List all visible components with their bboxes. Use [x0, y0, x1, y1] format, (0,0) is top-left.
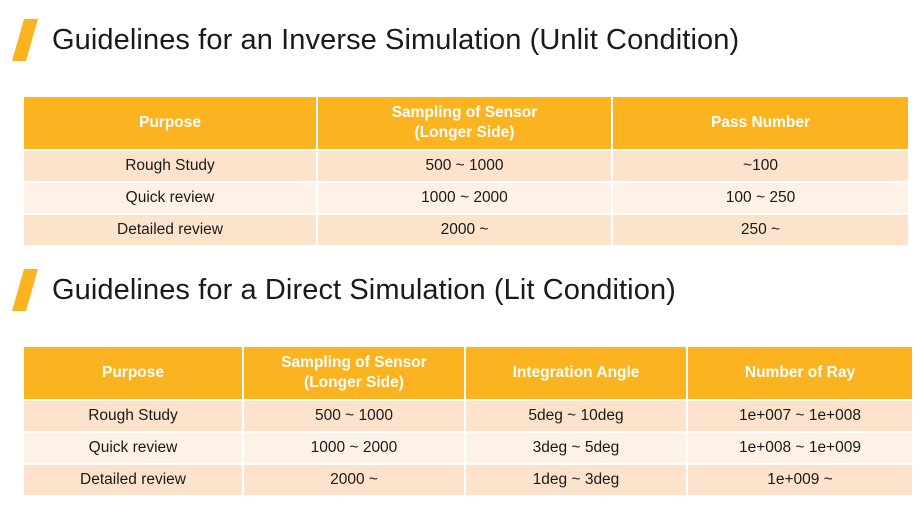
cell-number-of-ray: 1e+008 ~ 1e+009 — [688, 433, 912, 465]
header-sampling-line2: (Longer Side) — [304, 374, 404, 391]
cell-sampling: 2000 ~ — [244, 465, 466, 497]
table-row: Detailed review 2000 ~ 250 ~ — [24, 215, 908, 247]
table-row: Rough Study 500 ~ 1000 5deg ~ 10deg 1e+0… — [24, 401, 912, 433]
section-heading: Guidelines for a Direct Simulation (Lit … — [52, 273, 676, 306]
slash-accent-icon — [12, 19, 38, 61]
cell-purpose: Quick review — [24, 433, 244, 465]
cell-number-of-ray: 1e+007 ~ 1e+008 — [688, 401, 912, 433]
cell-sampling: 500 ~ 1000 — [244, 401, 466, 433]
header-sampling-line1: Sampling of Sensor — [281, 354, 427, 371]
cell-purpose: Detailed review — [24, 465, 244, 497]
cell-number-of-ray: 1e+009 ~ — [688, 465, 912, 497]
header-sampling-of-sensor: Sampling of Sensor (Longer Side) — [318, 97, 613, 151]
header-number-of-ray: Number of Ray — [688, 347, 912, 401]
header-sampling-of-sensor: Sampling of Sensor (Longer Side) — [244, 347, 466, 401]
header-pass-number: Pass Number — [613, 97, 908, 151]
cell-pass-number: 100 ~ 250 — [613, 183, 908, 215]
header-sampling-line2: (Longer Side) — [414, 124, 515, 141]
table-row: Rough Study 500 ~ 1000 ~100 — [24, 151, 908, 183]
cell-purpose: Quick review — [24, 183, 318, 215]
cell-sampling: 2000 ~ — [318, 215, 613, 247]
slash-accent-icon — [12, 269, 38, 311]
cell-purpose: Detailed review — [24, 215, 318, 247]
header-sampling-line1: Sampling of Sensor — [391, 104, 538, 121]
header-purpose: Purpose — [24, 97, 318, 151]
header-purpose: Purpose — [24, 347, 244, 401]
cell-pass-number: 250 ~ — [613, 215, 908, 247]
cell-integration-angle: 3deg ~ 5deg — [466, 433, 688, 465]
page-title: Guidelines for an Inverse Simulation (Un… — [52, 23, 740, 56]
cell-purpose: Rough Study — [24, 151, 318, 183]
table-header-row: Purpose Sampling of Sensor (Longer Side)… — [24, 347, 912, 401]
table-row: Quick review 1000 ~ 2000 3deg ~ 5deg 1e+… — [24, 433, 912, 465]
section-title-direct-simulation: Guidelines for a Direct Simulation (Lit … — [12, 266, 676, 314]
direct-simulation-table: Purpose Sampling of Sensor (Longer Side)… — [24, 347, 912, 497]
header-integration-angle: Integration Angle — [466, 347, 688, 401]
table-header-row: Purpose Sampling of Sensor (Longer Side)… — [24, 97, 908, 151]
cell-integration-angle: 5deg ~ 10deg — [466, 401, 688, 433]
cell-sampling: 1000 ~ 2000 — [318, 183, 613, 215]
table-row: Detailed review 2000 ~ 1deg ~ 3deg 1e+00… — [24, 465, 912, 497]
inverse-simulation-table: Purpose Sampling of Sensor (Longer Side)… — [24, 97, 908, 247]
cell-sampling: 500 ~ 1000 — [318, 151, 613, 183]
cell-sampling: 1000 ~ 2000 — [244, 433, 466, 465]
cell-integration-angle: 1deg ~ 3deg — [466, 465, 688, 497]
cell-pass-number: ~100 — [613, 151, 908, 183]
section-title-inverse-simulation: Guidelines for an Inverse Simulation (Un… — [12, 16, 739, 64]
table-row: Quick review 1000 ~ 2000 100 ~ 250 — [24, 183, 908, 215]
cell-purpose: Rough Study — [24, 401, 244, 433]
